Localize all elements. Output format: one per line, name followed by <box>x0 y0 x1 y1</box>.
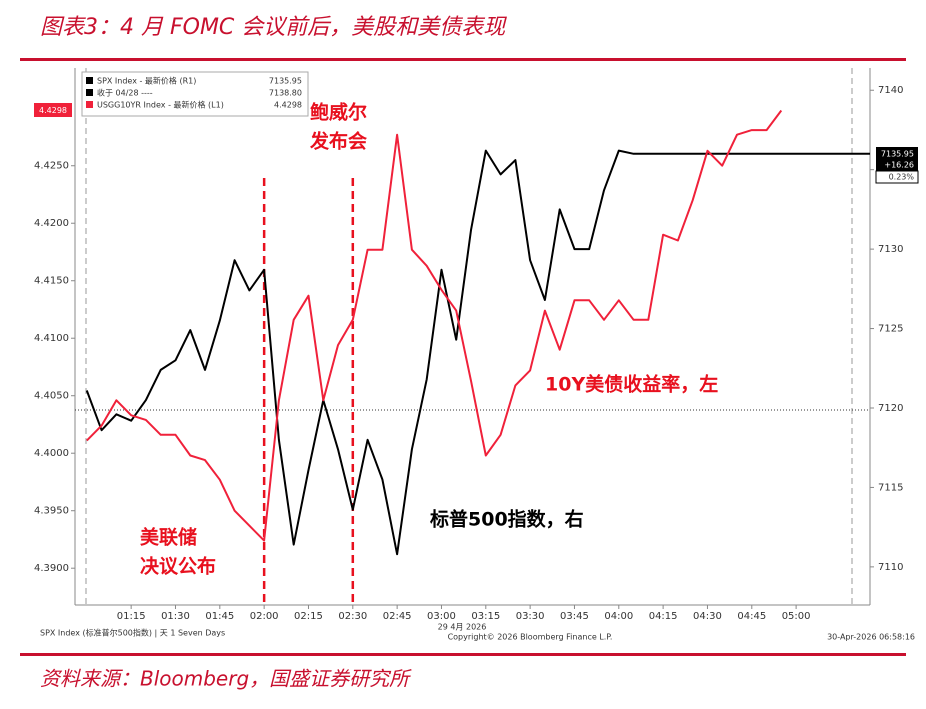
x-tick-label: 03:15 <box>471 611 500 622</box>
annotation: 美联储 <box>140 526 197 549</box>
legend-value: 7135.95 <box>269 77 302 86</box>
x-tick-label: 04:30 <box>693 611 722 622</box>
y-tick-label: 4.4050 <box>34 391 69 402</box>
legend-label: SPX Index - 最新价格 (R1) <box>97 76 196 86</box>
title-rule <box>20 58 906 61</box>
y-tick-label: 4.4250 <box>34 161 69 172</box>
x-tick-label: 02:30 <box>338 611 367 622</box>
last-value-box <box>34 103 72 117</box>
legend-label: 收于 04/28 ---- <box>97 88 153 98</box>
x-tick-label: 04:15 <box>649 611 678 622</box>
y2-tick-label: 7130 <box>878 244 903 255</box>
annotation: 决议公布 <box>140 555 216 578</box>
y-tick-label: 4.3950 <box>34 506 69 517</box>
y2-tick-label: 7110 <box>878 562 903 573</box>
y2-tick-label: 7120 <box>878 403 903 414</box>
legend-box <box>81 71 309 117</box>
y-tick-label: 4.4200 <box>34 218 69 229</box>
y2-tick-label: 7115 <box>878 482 903 493</box>
last-value: 7135.95 <box>881 150 914 159</box>
footer-right: 30-Apr-2026 06:58:16 <box>827 633 915 642</box>
x-tick-label: 02:45 <box>383 611 412 622</box>
y2-tick-label: 7140 <box>878 85 903 96</box>
change-pct: 0.23% <box>889 173 915 182</box>
x-tick-label: 02:00 <box>250 611 279 622</box>
x-tick-label: 02:15 <box>294 611 323 622</box>
legend-swatch <box>86 89 93 96</box>
y-tick-label: 4.4100 <box>34 333 69 344</box>
y-tick-label: 4.4000 <box>34 448 69 459</box>
annotation: 鲍威尔 <box>310 101 367 124</box>
series-line <box>85 149 870 556</box>
x-tick-label: 05:00 <box>782 611 811 622</box>
series-line <box>86 109 783 542</box>
x-tick-label: 01:15 <box>117 611 146 622</box>
footer-copyright: Copyright© 2026 Bloomberg Finance L.P. <box>448 633 613 642</box>
x-tick-label: 01:45 <box>205 611 234 622</box>
annotation: 10Y美债收益率，左 <box>545 373 718 396</box>
legend-value: 4.4298 <box>274 101 302 110</box>
last-value: 4.4298 <box>39 106 67 115</box>
legend-swatch <box>86 101 93 108</box>
change-pct-box <box>875 170 919 184</box>
footer-date: 29 4月 2026 <box>438 623 487 632</box>
y-tick-label: 4.4150 <box>34 276 69 287</box>
change: +16.26 <box>884 161 914 170</box>
x-tick-label: 04:00 <box>604 611 633 622</box>
x-tick-label: 01:30 <box>161 611 190 622</box>
y-tick-label: 4.3900 <box>34 563 69 574</box>
annotation: 标普500指数，右 <box>430 508 584 531</box>
x-tick-label: 03:45 <box>560 611 589 622</box>
legend-label: USGG10YR Index - 最新价格 (L1) <box>97 100 224 110</box>
x-tick-label: 04:45 <box>737 611 766 622</box>
y2-tick-label: 7125 <box>878 324 903 335</box>
source: 资料来源：Bloomberg，国盛证券研究所 <box>40 667 412 691</box>
annotation: 发布会 <box>309 130 367 153</box>
source-rule <box>20 653 906 656</box>
chart-title: 图表3：4 月 FOMC 会议前后，美股和美债表现 <box>40 15 507 40</box>
legend-value: 7138.80 <box>269 89 302 98</box>
footer-left: SPX Index (标准普尔500指数) | 天 1 Seven Days <box>40 628 225 638</box>
legend-swatch <box>86 77 93 84</box>
x-tick-label: 03:00 <box>427 611 456 622</box>
x-tick-label: 03:30 <box>516 611 545 622</box>
